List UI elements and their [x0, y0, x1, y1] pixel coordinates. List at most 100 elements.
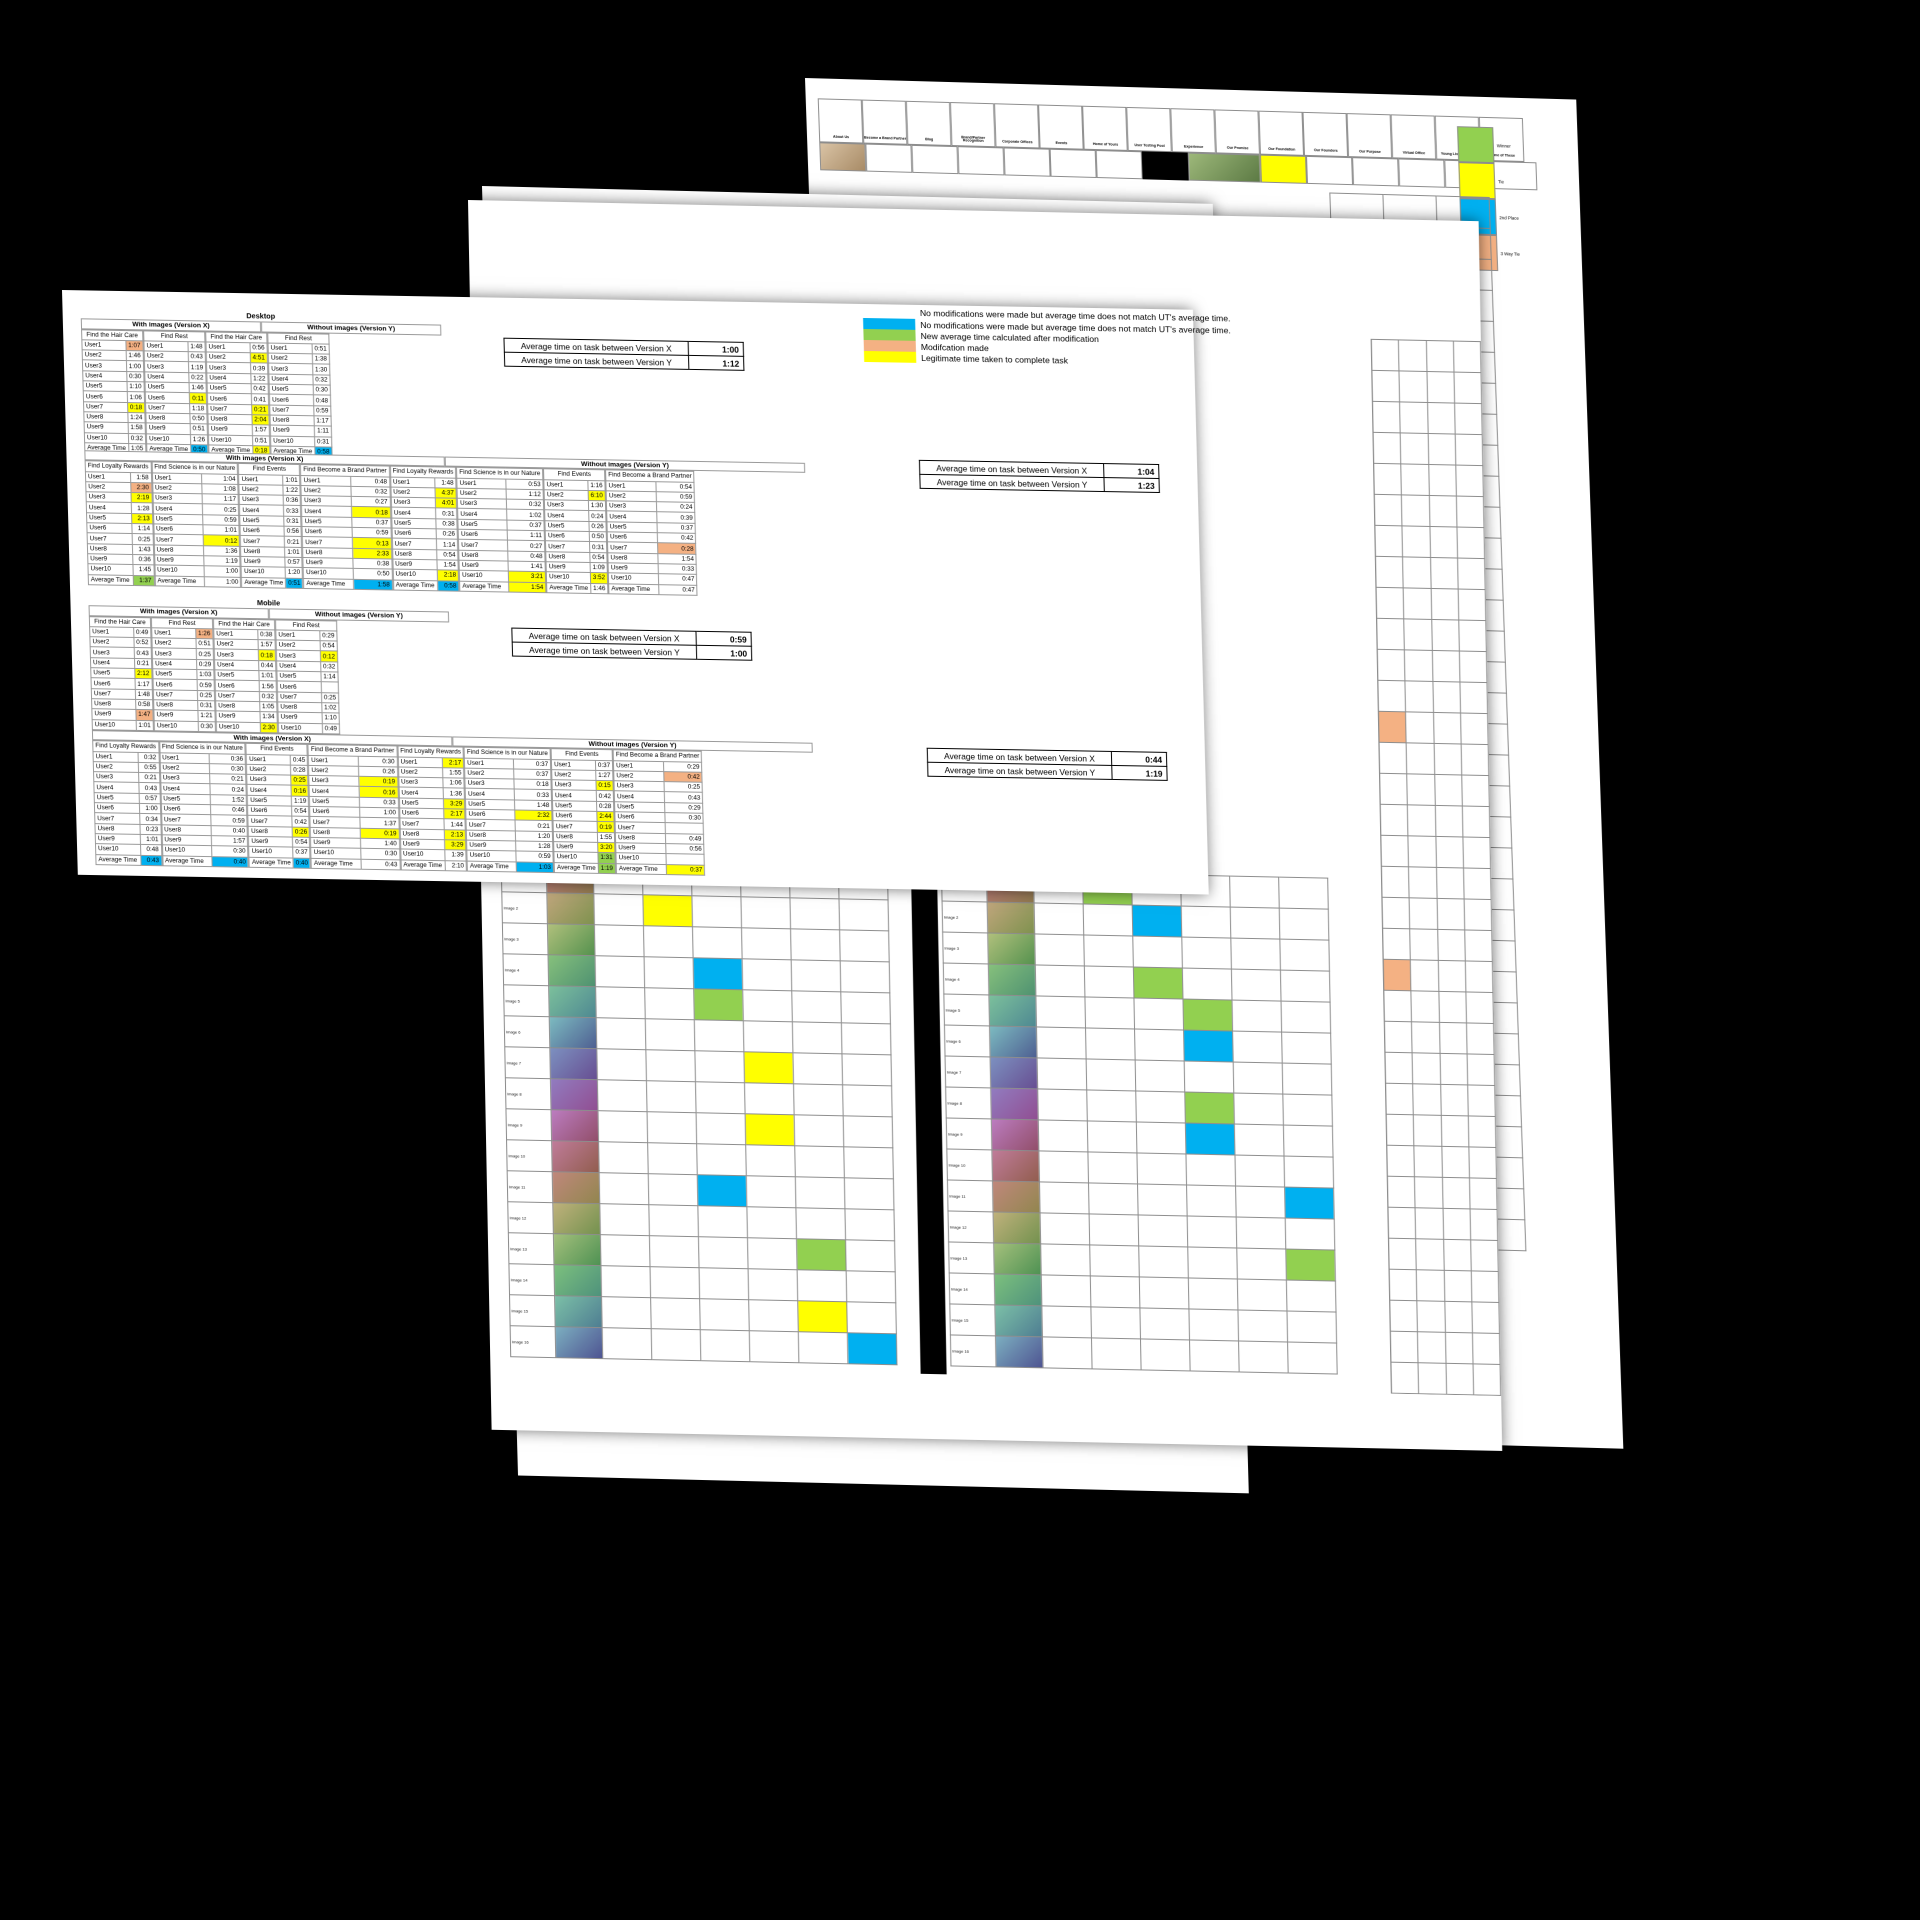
grid-cell[interactable] — [1373, 432, 1401, 464]
time-value[interactable]: 2:12 — [134, 668, 153, 680]
matrix-cell[interactable] — [1138, 1245, 1189, 1278]
time-value[interactable]: 0:43 — [664, 792, 704, 804]
time-value[interactable]: 1:07 — [125, 340, 144, 352]
time-value[interactable]: 0:28 — [596, 801, 614, 812]
column-header[interactable]: Brand/Partner Recognition — [949, 102, 996, 148]
time-value[interactable]: 1:09 — [589, 562, 608, 574]
time-value[interactable]: 0:31 — [197, 700, 215, 712]
time-value[interactable]: 3:29 — [443, 798, 465, 810]
grid-cell[interactable] — [1384, 1021, 1413, 1053]
matrix-cell[interactable] — [742, 989, 793, 1022]
time-value[interactable]: 1:57 — [257, 639, 276, 651]
grid-cell[interactable] — [1457, 558, 1486, 590]
matrix-cell[interactable] — [650, 1297, 701, 1330]
time-value[interactable]: 0:48 — [508, 550, 546, 562]
matrix-cell[interactable] — [647, 1111, 697, 1144]
matrix-cell[interactable] — [1282, 1063, 1332, 1096]
matrix-cell[interactable] — [1230, 907, 1280, 940]
task-table[interactable]: Find Become a Brand Partner User1 0:30 User… — [308, 744, 401, 870]
time-value[interactable]: 2:30 — [259, 722, 278, 733]
time-value[interactable] — [665, 853, 705, 865]
time-value[interactable]: 2:33 — [352, 548, 392, 560]
matrix-cell[interactable] — [1088, 1182, 1139, 1215]
time-value[interactable]: 0:42 — [291, 816, 310, 828]
grid-cell[interactable] — [1380, 835, 1409, 867]
grid-cell[interactable] — [1466, 1053, 1495, 1086]
grid-cell[interactable] — [1095, 150, 1143, 180]
matrix-cell[interactable] — [1286, 1280, 1337, 1313]
matrix-cell[interactable] — [1084, 965, 1134, 998]
matrix-cell[interactable] — [645, 1049, 696, 1082]
time-value[interactable]: 1:58 — [127, 422, 146, 434]
grid-cell[interactable] — [1434, 774, 1463, 806]
matrix-cell[interactable] — [1280, 970, 1331, 1003]
time-value[interactable]: 0:46 — [210, 804, 248, 816]
time-value[interactable]: 0:21 — [138, 772, 160, 784]
matrix-cell[interactable] — [1284, 1187, 1335, 1220]
grid-cell[interactable] — [1385, 1052, 1413, 1084]
matrix-cell[interactable] — [1188, 1308, 1239, 1341]
matrix-cell[interactable] — [649, 1235, 700, 1268]
matrix-cell[interactable] — [599, 1172, 649, 1205]
grid-cell[interactable] — [1426, 371, 1455, 404]
matrix-cell[interactable] — [791, 959, 841, 992]
grid-cell[interactable] — [1433, 743, 1462, 775]
grid-cell[interactable] — [1415, 1238, 1444, 1271]
time-value[interactable]: 0:42 — [657, 532, 697, 544]
grid-cell[interactable] — [865, 143, 913, 173]
time-value[interactable]: 0:53 — [506, 478, 544, 490]
grid-cell[interactable] — [1428, 495, 1457, 528]
grid-cell[interactable] — [1049, 148, 1097, 179]
average-time-value[interactable]: 2:10 — [445, 860, 467, 871]
grid-cell[interactable] — [1400, 463, 1429, 496]
time-value[interactable]: 0:50 — [189, 413, 208, 425]
matrix-cell[interactable] — [840, 991, 891, 1024]
time-value[interactable]: 0:42 — [250, 383, 269, 395]
matrix-cell[interactable] — [595, 986, 646, 1019]
grid-cell[interactable] — [1403, 618, 1432, 651]
grid-cell[interactable] — [1434, 805, 1463, 837]
time-value[interactable]: 0:37 — [507, 519, 545, 531]
matrix-cell[interactable] — [1238, 1340, 1289, 1374]
matrix-cell[interactable] — [1236, 1247, 1287, 1281]
grid-cell[interactable] — [1464, 929, 1493, 962]
grid-cell[interactable] — [1410, 959, 1439, 992]
time-value[interactable]: 2:13 — [131, 513, 153, 524]
grid-cell[interactable] — [1412, 1052, 1441, 1085]
time-value[interactable]: 1:48 — [135, 689, 153, 700]
column-header[interactable]: Our Foundation — [1258, 110, 1305, 156]
matrix-cell[interactable] — [1182, 999, 1233, 1032]
matrix-cell[interactable] — [1187, 1246, 1238, 1279]
time-value[interactable]: 1:45 — [132, 564, 154, 576]
matrix-cell[interactable] — [1035, 995, 1086, 1028]
matrix-cell[interactable] — [1186, 1184, 1237, 1218]
matrix-cell[interactable] — [1041, 1305, 1092, 1338]
grid-cell[interactable] — [1374, 494, 1403, 526]
matrix-cell[interactable] — [792, 1052, 843, 1085]
time-value[interactable]: 4:01 — [435, 498, 457, 509]
time-value[interactable]: 0:26 — [588, 521, 607, 532]
matrix-cell[interactable] — [1281, 1001, 1331, 1034]
time-value[interactable]: 0:38 — [436, 518, 458, 530]
average-time-value[interactable]: 1:46 — [590, 583, 609, 594]
matrix-cell[interactable] — [1285, 1249, 1336, 1282]
grid-cell[interactable] — [1377, 649, 1406, 681]
task-table[interactable]: Find Loyalty Rewards User1 1:48 User2 4:37 Us… — [390, 466, 460, 592]
column-header[interactable]: Home of Yours — [1082, 105, 1128, 151]
time-value[interactable]: 0:48 — [313, 395, 331, 406]
task-table[interactable]: Find Events User1 0:45 User2 0:28 User3 0:25 Us… — [246, 743, 311, 869]
time-value[interactable]: 1:17 — [134, 678, 153, 690]
time-value[interactable]: 0:51 — [252, 435, 270, 446]
matrix-cell[interactable] — [699, 1267, 749, 1300]
time-value[interactable]: 0:31 — [435, 508, 458, 519]
time-value[interactable]: 0:28 — [290, 764, 309, 776]
grid-cell[interactable] — [1435, 836, 1464, 868]
time-value[interactable]: 2:30 — [130, 482, 152, 494]
matrix-cell[interactable] — [1279, 939, 1330, 972]
time-value[interactable]: 0:54 — [319, 640, 338, 652]
matrix-cell[interactable] — [743, 1020, 793, 1053]
matrix-cell[interactable] — [1185, 1122, 1235, 1156]
average-time-value[interactable]: 0:43 — [361, 858, 401, 870]
average-time-value[interactable]: 0:51 — [285, 577, 304, 589]
matrix-cell[interactable] — [839, 929, 890, 962]
